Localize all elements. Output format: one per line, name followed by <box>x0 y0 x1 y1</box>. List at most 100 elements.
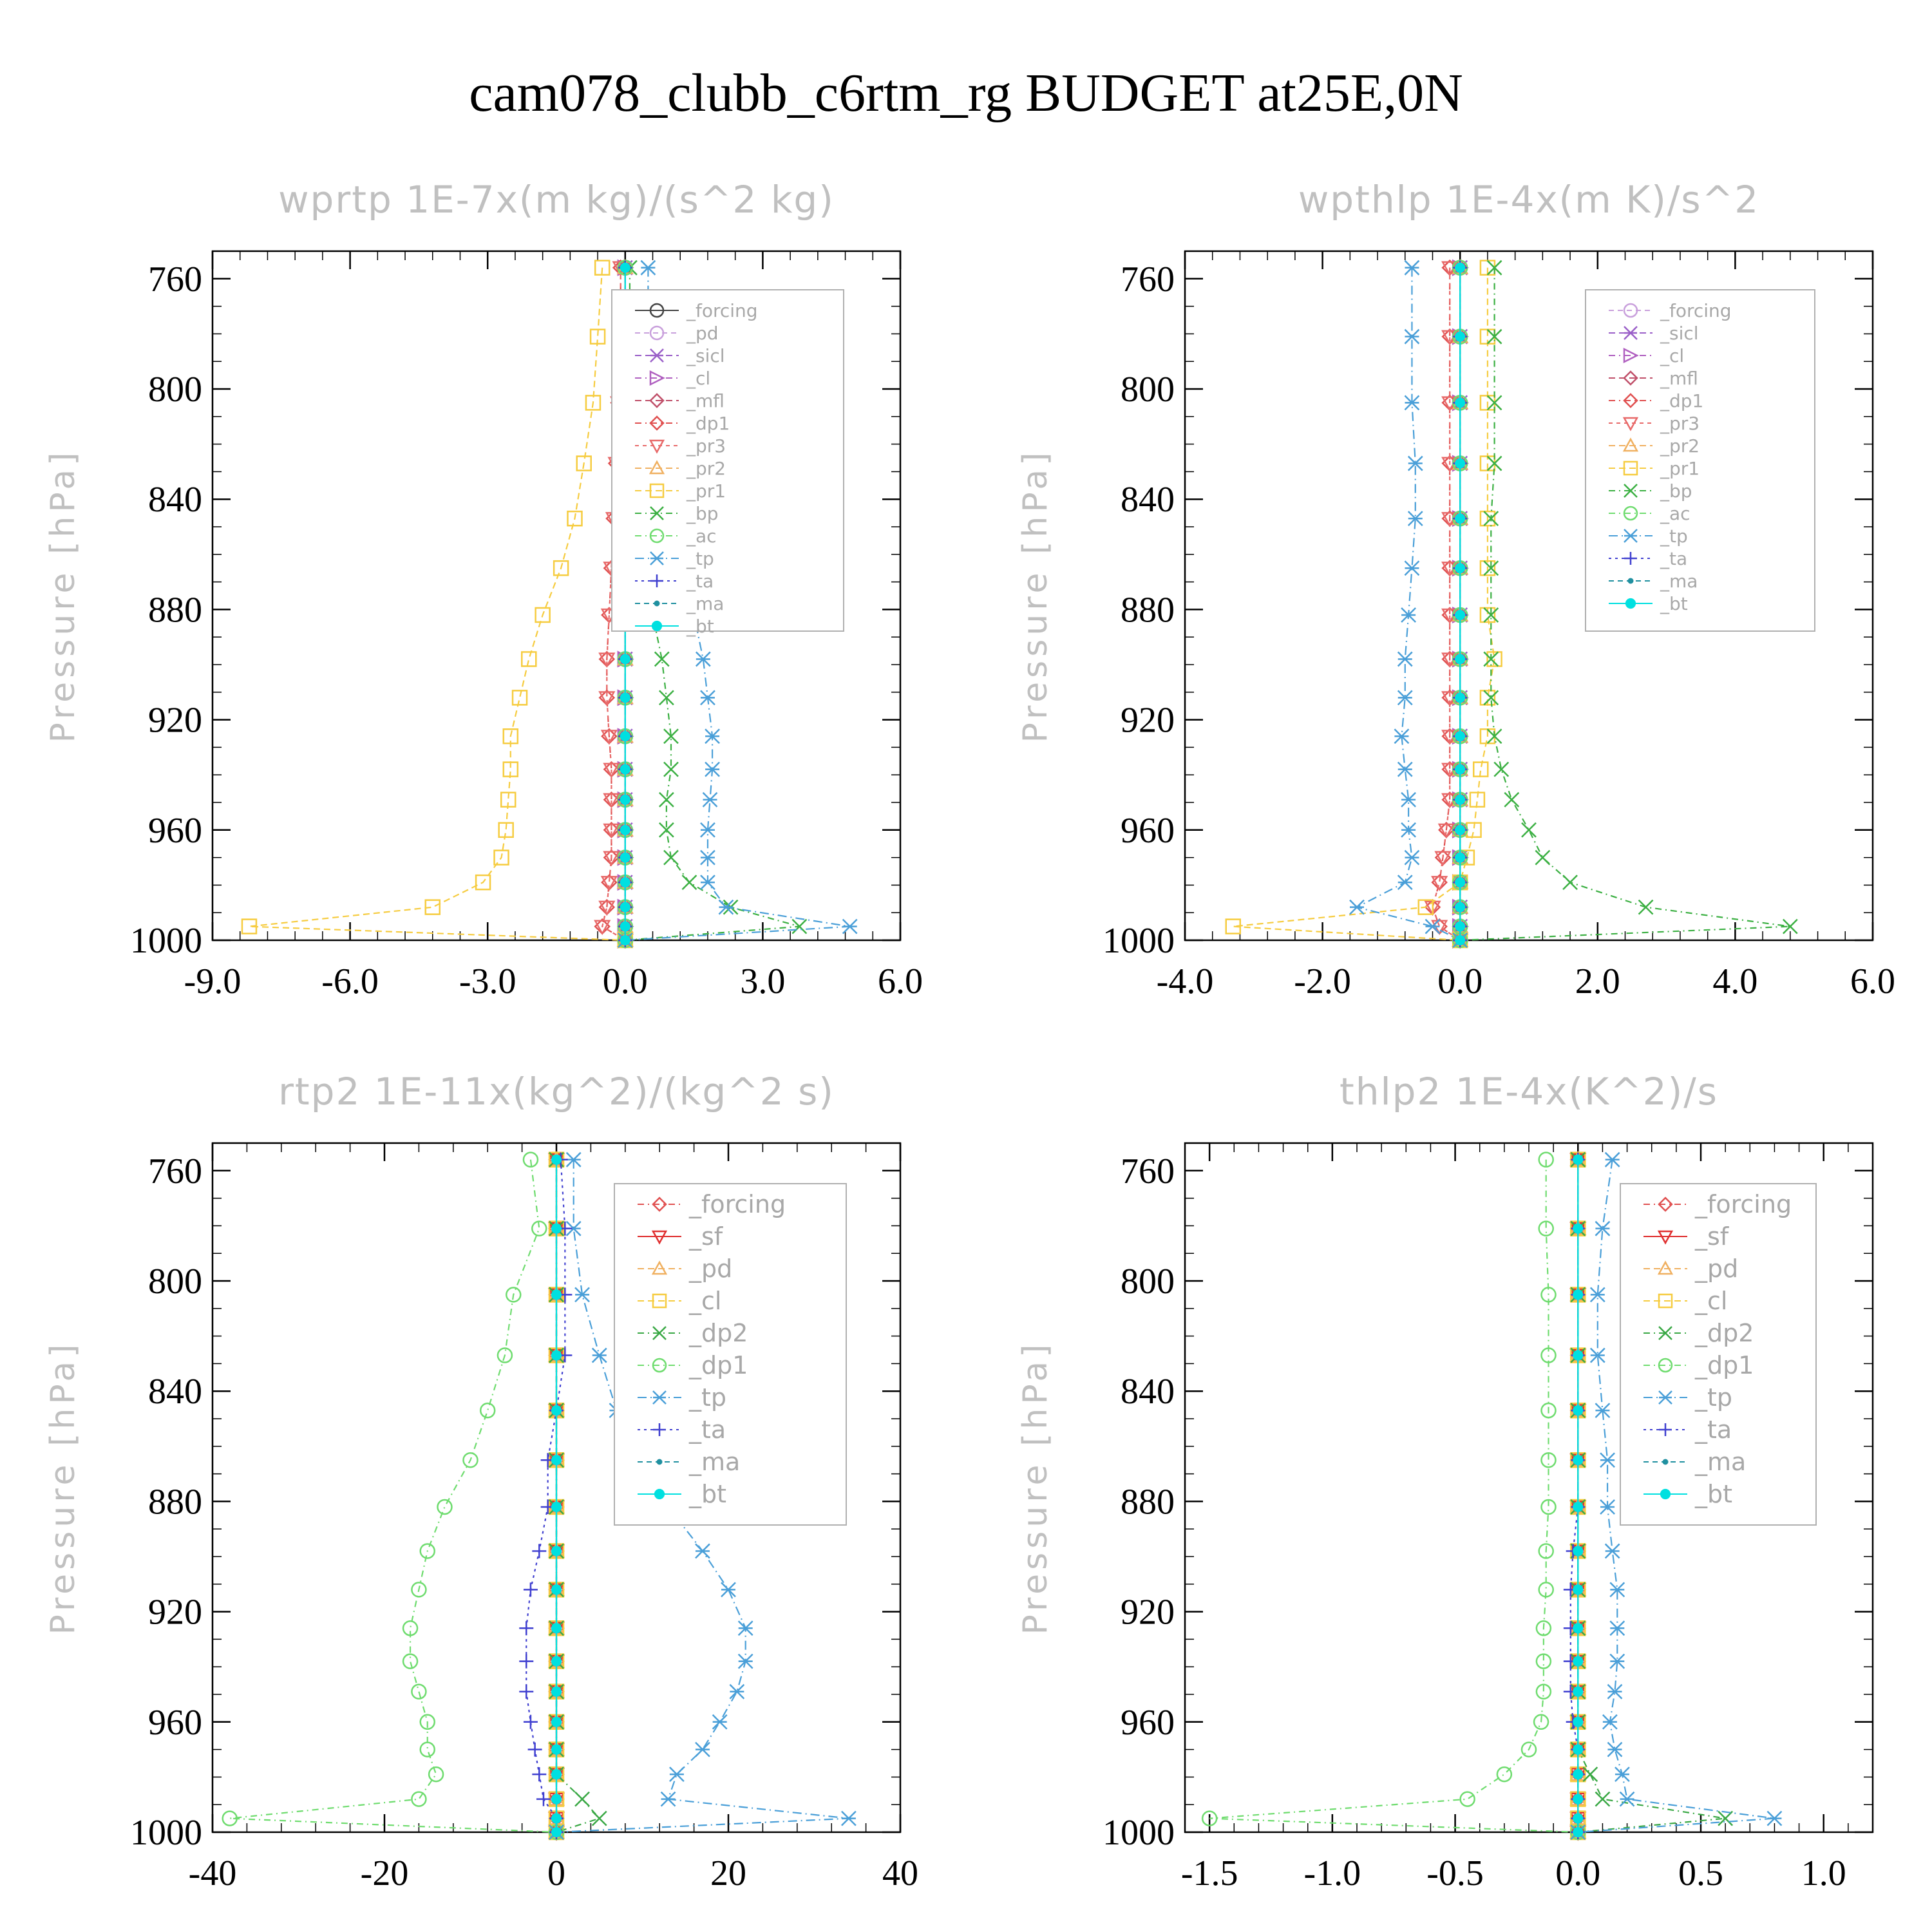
series-line <box>1432 267 1461 941</box>
data-point <box>551 1623 562 1634</box>
legend-marker <box>649 325 665 341</box>
legend-marker <box>650 574 663 587</box>
panel-title: rtp2 1E-11x(kg^2)/(kg^2 s) <box>278 1070 835 1113</box>
data-point <box>700 849 715 866</box>
series-line <box>1233 267 1495 942</box>
data-point <box>1455 262 1466 273</box>
data-point <box>523 1582 538 1597</box>
legend-label: _ac <box>686 526 717 547</box>
legend-label: _cl <box>688 1287 721 1315</box>
data-point <box>603 762 620 779</box>
y-tick-label: 880 <box>148 590 202 630</box>
legend-label: _sicl <box>1660 323 1699 344</box>
x-tick-label: 4.0 <box>1712 961 1757 1001</box>
legend-marker <box>1622 437 1639 452</box>
y-axis-label: Pressure [hPa] <box>44 1341 82 1635</box>
x-tick-label: -1.5 <box>1181 1853 1238 1893</box>
data-point <box>536 1792 551 1806</box>
data-point <box>1349 899 1365 915</box>
legend-label: _bt <box>688 1480 726 1508</box>
series-line <box>1209 1159 1578 1833</box>
data-point <box>841 1810 857 1826</box>
data-point <box>1483 607 1499 623</box>
data-point <box>663 728 679 744</box>
legend-marker <box>651 1230 668 1245</box>
x-tick-label: 0.0 <box>1437 961 1482 1001</box>
legend-label: _ma <box>686 593 724 614</box>
data-point <box>551 1794 562 1804</box>
legend-marker <box>1658 1358 1673 1373</box>
budget-panel-2: wpthlp 1E-4x(m K)/s^2 Pressure [hPa] 760 80… <box>1016 178 1895 1001</box>
data-point <box>700 822 715 838</box>
data-point <box>603 823 620 839</box>
data-point <box>1455 458 1466 469</box>
y-tick-label: 920 <box>148 701 202 741</box>
data-point <box>1573 1455 1584 1466</box>
data-point <box>729 1683 745 1700</box>
data-point <box>1479 560 1496 576</box>
data-point <box>1404 560 1420 576</box>
data-point <box>1619 1791 1635 1807</box>
data-point <box>1573 1794 1584 1804</box>
data-point <box>1407 455 1423 471</box>
legend-label: _forcing <box>1660 300 1732 321</box>
legend-marker <box>1623 460 1638 476</box>
data-point <box>620 921 630 932</box>
data-point <box>640 260 656 276</box>
data-point <box>1589 1347 1605 1363</box>
series-line <box>1354 267 1461 941</box>
series-line <box>1460 267 1790 942</box>
data-point <box>1483 690 1499 706</box>
y-tick-label: 760 <box>148 1151 202 1191</box>
data-point <box>1455 731 1466 742</box>
data-point <box>1455 921 1466 932</box>
legend-label: _ma <box>688 1448 740 1476</box>
series-line <box>1578 1159 1775 1833</box>
data-point <box>1538 1543 1554 1559</box>
data-point <box>620 262 630 273</box>
data-point <box>551 1584 562 1595</box>
data-point <box>1573 1223 1584 1234</box>
legend-marker <box>649 303 665 318</box>
data-point <box>594 260 611 276</box>
panel-title: wprtp 1E-7x(m kg)/(s^2 kg) <box>278 178 835 222</box>
data-point <box>1401 791 1416 808</box>
legend-marker <box>649 370 665 386</box>
data-point <box>1573 1744 1584 1755</box>
legend-label: _tp <box>688 1383 726 1412</box>
legend-label: _ma <box>1660 571 1698 592</box>
data-point <box>1496 1766 1513 1783</box>
legend-marker <box>1662 1459 1669 1465</box>
data-point <box>532 1767 547 1782</box>
y-tick-label: 880 <box>1121 590 1175 630</box>
data-point <box>1397 690 1413 706</box>
data-point <box>1434 851 1452 867</box>
legend-label: _pd <box>686 323 719 344</box>
data-point <box>551 1813 562 1824</box>
data-point <box>1573 1546 1584 1557</box>
data-point <box>1225 918 1242 934</box>
data-point <box>1397 651 1413 667</box>
data-point <box>1535 1653 1552 1669</box>
series-dp1 <box>1201 1151 1586 1841</box>
legend-label: _pd <box>688 1255 732 1283</box>
data-point <box>519 1621 534 1636</box>
x-tick-label: 0.0 <box>603 961 648 1001</box>
data-point <box>1407 511 1423 527</box>
legend-label: _tp <box>1660 526 1688 547</box>
data-point <box>737 1653 753 1669</box>
data-point <box>1472 761 1489 777</box>
y-tick-label: 920 <box>1121 1593 1175 1633</box>
data-point <box>1486 455 1502 471</box>
data-point <box>1483 511 1499 527</box>
y-tick-label: 760 <box>1121 1151 1175 1191</box>
data-point <box>721 1582 736 1598</box>
data-point <box>695 1741 710 1757</box>
legend-label: _cl <box>1694 1287 1727 1315</box>
data-point <box>702 791 718 808</box>
data-point <box>1455 563 1466 574</box>
y-tick-label: 800 <box>1121 1262 1175 1302</box>
legend-label: _forcing <box>688 1190 786 1218</box>
data-point <box>1535 1620 1552 1636</box>
